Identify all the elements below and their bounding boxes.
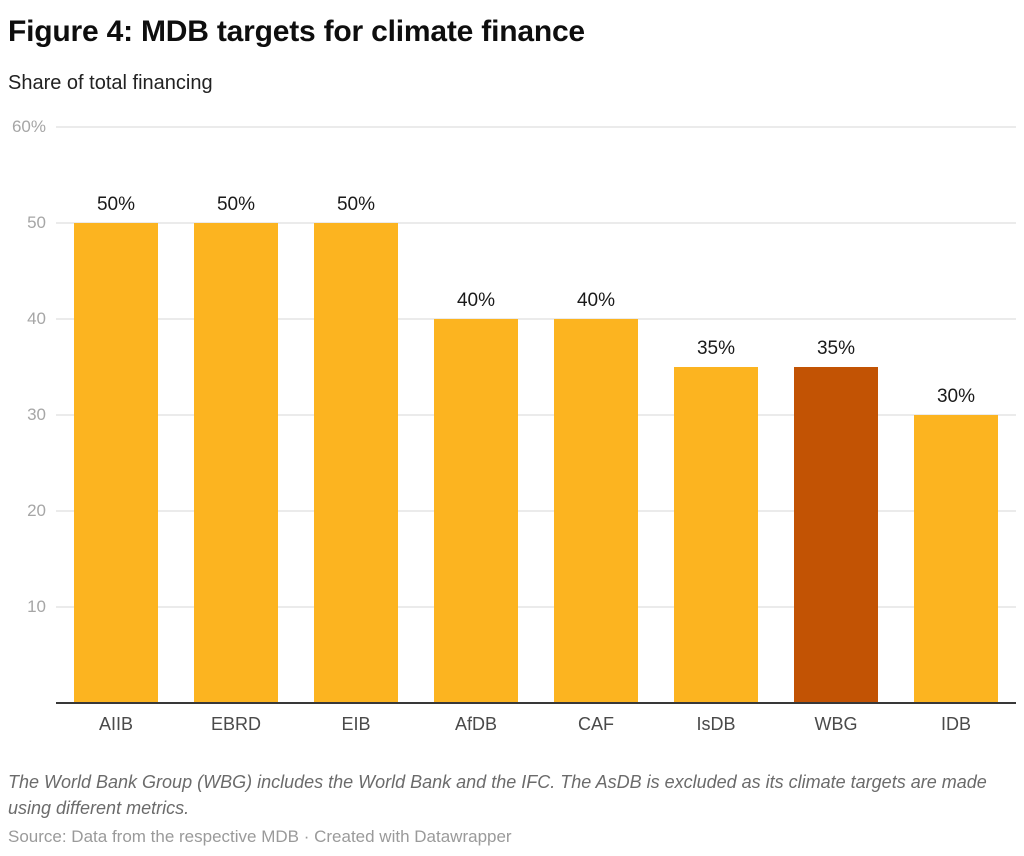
y-axis-tick-label: 10 [27,597,46,616]
x-axis-label: EBRD [210,714,261,734]
bar-ebrd [194,223,278,703]
bar-eib [314,223,398,703]
bar-afdb [434,319,518,703]
bar-value-label: 50% [216,194,256,215]
x-axis-label: IDB [940,714,971,734]
gridline-60 [56,126,1016,128]
bar-value-label: 50% [96,194,136,215]
bar-value-label: 50% [336,194,376,215]
y-axis-tick-label: 50 [27,213,46,232]
chart-subtitle: Share of total financing [8,72,213,94]
bar-value-label: 40% [576,290,616,311]
y-axis-tick-label: 30 [27,405,46,424]
gridline-50 [56,222,1016,224]
y-axis-tick-label: 20 [27,501,46,520]
x-axis-line [56,702,1016,704]
gridline-40 [56,318,1016,320]
bar-wbg [794,367,878,703]
x-axis-label: AfDB [454,714,497,734]
x-axis-label: IsDB [696,714,736,734]
bar-value-label: 35% [816,338,856,359]
bar-value-label: 40% [456,290,496,311]
y-axis-tick-label: 60% [11,117,46,136]
bar-aiib [74,223,158,703]
x-axis-label: WBG [814,714,858,734]
bar-idb [914,415,998,703]
x-axis-label: AIIB [98,714,133,734]
y-axis-tick-label: 40 [27,309,46,328]
x-axis-label: EIB [341,714,371,734]
bar-caf [554,319,638,703]
bar-isdb [674,367,758,703]
bar-value-label: 35% [696,338,736,359]
chart-source: Source: Data from the respective MDB · C… [8,827,512,846]
x-axis-label: CAF [578,714,614,734]
gridline-20 [56,510,1016,512]
gridline-10 [56,606,1016,608]
chart-note: The World Bank Group (WBG) includes the … [8,772,987,818]
chart-title: Figure 4: MDB targets for climate financ… [8,15,585,48]
gridline-30 [56,414,1016,416]
bar-value-label: 30% [936,386,976,407]
